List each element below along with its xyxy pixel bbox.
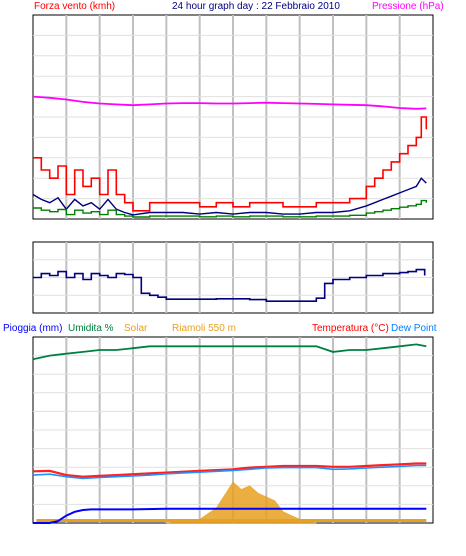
series-wind-min xyxy=(33,199,427,218)
weather-legend-riamoli: Riamoli 550 m xyxy=(172,323,236,334)
series-temperature xyxy=(32,462,427,478)
series-pressure xyxy=(32,95,427,110)
series-solar-baseline xyxy=(36,519,427,522)
series-direction xyxy=(33,268,426,302)
series-wind-avg xyxy=(32,177,427,216)
weather-legend-rain: Pioggia (mm) xyxy=(3,323,62,334)
weather-legend-humidity: Umidita % xyxy=(68,323,114,334)
series-solar xyxy=(166,481,317,524)
series-rain xyxy=(33,507,427,524)
series-humidity xyxy=(32,343,427,361)
page-title: 24 hour graph day : 22 Febbraio 2010 xyxy=(172,1,340,12)
wind-left-label: Forza vento (kmh) xyxy=(34,1,115,12)
wind-right-label: Pressione (hPa) xyxy=(372,1,444,12)
weather-legend-temperature: Temperatura (°C) xyxy=(312,323,389,334)
weather-legend-solar: Solar xyxy=(124,323,148,334)
series-gust xyxy=(33,116,428,212)
series-dewpoint xyxy=(32,464,427,480)
weather-legend-dewpoint: Dew Point xyxy=(391,323,437,334)
